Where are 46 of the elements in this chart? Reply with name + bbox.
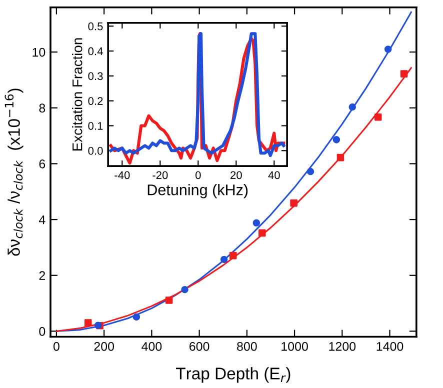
x-tick-label: 1400: [376, 342, 404, 351]
x-tick-label: 0: [53, 342, 60, 351]
point: [348, 103, 356, 111]
point: [220, 256, 228, 264]
y-axis-title: Excitation Fraction: [72, 38, 82, 150]
point: [84, 319, 92, 326]
y-tick-label: 0.3: [88, 72, 103, 80]
x-tick-label: 1000: [282, 342, 308, 351]
x-tick-label: 600: [190, 342, 210, 351]
x-tick-label: 0: [195, 171, 201, 180]
y-tick-label: 6: [39, 160, 46, 168]
y-tick-label: 0.5: [88, 22, 103, 30]
x-tick-label: -20: [152, 171, 168, 180]
point: [181, 286, 188, 294]
x-tick-label: 400: [142, 342, 162, 351]
point: [374, 113, 382, 121]
x-axis-title: Trap Depth (E$_{r}$): [176, 367, 290, 383]
y-tick-label: 8: [39, 104, 46, 113]
point: [132, 313, 140, 321]
y-tick-label: 0: [39, 327, 46, 336]
x-tick-label: 1200: [329, 342, 356, 351]
y-tick-label: 0.1: [88, 122, 103, 130]
y-tick-label: 4: [38, 215, 46, 224]
point: [290, 199, 298, 207]
point: [306, 168, 314, 176]
point: [252, 219, 260, 227]
x-tick-label: -40: [114, 171, 130, 180]
y-tick-label: 0.2: [88, 97, 103, 105]
x-tick-label: 200: [94, 342, 114, 351]
point: [336, 154, 344, 162]
x-tick-label: 40: [268, 171, 280, 180]
y-tick-label: 0.4: [88, 47, 103, 56]
x-tick-label: 800: [237, 342, 257, 351]
point: [332, 136, 340, 144]
x-axis-title: Detuning (kHz): [148, 184, 248, 198]
point: [384, 46, 392, 53]
y-tick-label: 10: [32, 48, 46, 57]
point: [165, 296, 173, 304]
point: [258, 229, 266, 237]
x-tick-label: 20: [230, 171, 242, 180]
point: [400, 70, 408, 78]
y-tick-label: 2: [39, 271, 46, 280]
y-tick-label: 0.0: [88, 146, 103, 155]
line-series: [56, 11, 412, 332]
y-axis-title: δν$_{clock}$ /ν$_{clock}$ (x10$^{−16}$): [4, 88, 24, 256]
point: [229, 252, 237, 260]
